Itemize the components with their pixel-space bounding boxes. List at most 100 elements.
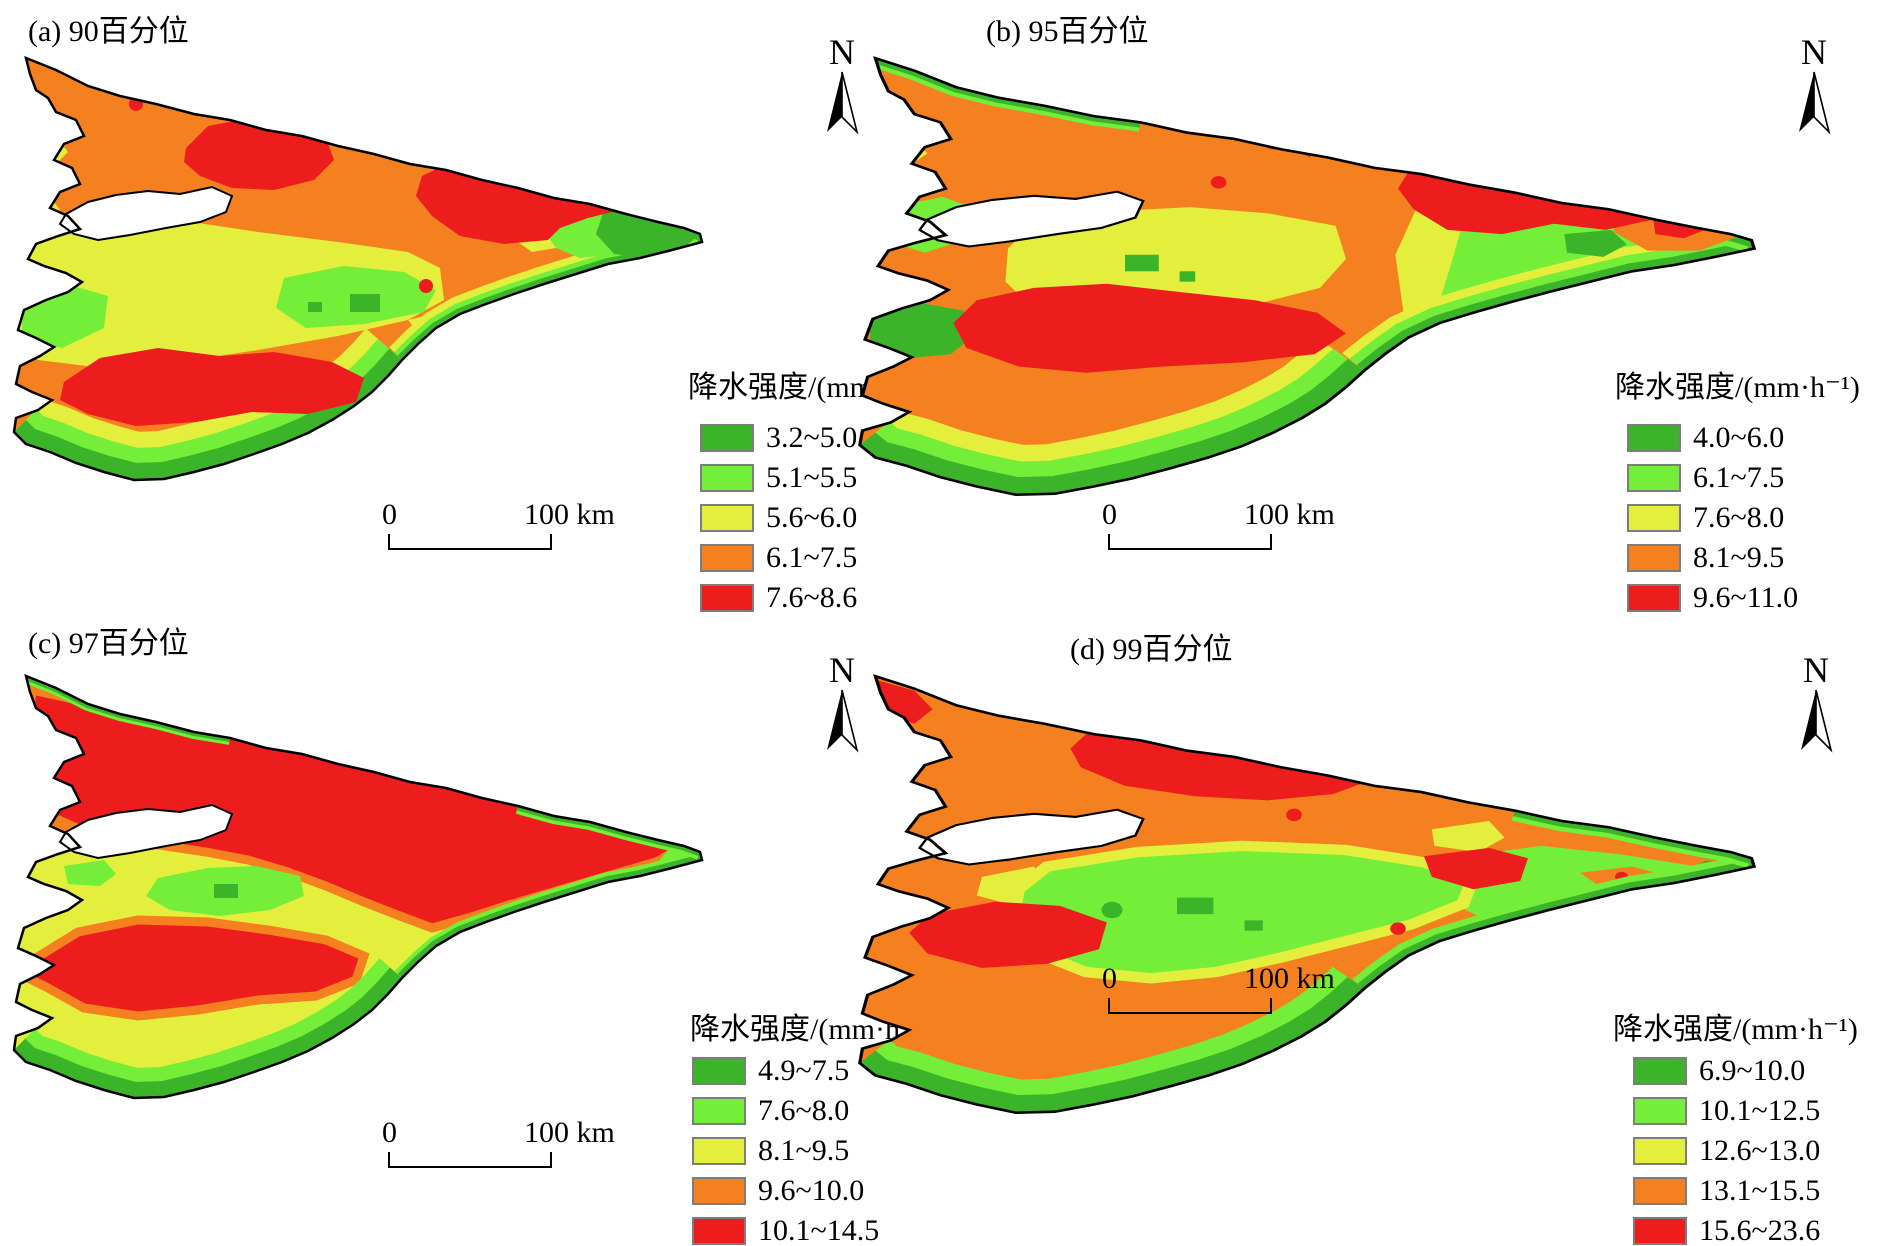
- legend-label: 7.6~8.0: [758, 1094, 850, 1127]
- scale-bracket: [388, 534, 552, 550]
- scale-zero: 0: [382, 1116, 397, 1149]
- legend-swatch: [1627, 424, 1681, 452]
- legend-c: 4.9~7.5 7.6~8.0 8.1~9.5 9.6~10.0 10.1~14…: [692, 1056, 879, 1246]
- basin-map-b: [858, 56, 1757, 497]
- legend-row: 9.6~10.0: [692, 1176, 879, 1206]
- basin-map-a: [12, 55, 704, 482]
- legend-row: 7.6~8.6: [700, 583, 857, 613]
- legend-row: 7.6~8.0: [1627, 503, 1798, 533]
- legend-label: 3.2~5.0: [766, 421, 858, 454]
- legend-row: 5.1~5.5: [700, 463, 857, 493]
- scale-bar: 0 100 km: [1098, 962, 1358, 1022]
- panel-c-title: (c) 97百分位: [28, 627, 189, 660]
- legend-label: 13.1~15.5: [1699, 1174, 1821, 1207]
- legend-row: 8.1~9.5: [692, 1136, 879, 1166]
- legend-row: 8.1~9.5: [1627, 543, 1798, 573]
- legend-row: 10.1~12.5: [1633, 1096, 1820, 1126]
- legend-swatch: [692, 1137, 746, 1165]
- scale-distance: 100 km: [524, 498, 615, 531]
- scale-distance: 100 km: [1244, 498, 1335, 531]
- legend-swatch: [1633, 1097, 1687, 1125]
- legend-label: 6.1~7.5: [766, 541, 858, 574]
- legend-label: 7.6~8.6: [766, 581, 858, 614]
- legend-row: 6.1~7.5: [1627, 463, 1798, 493]
- legend-row: 3.2~5.0: [700, 423, 857, 453]
- legend-swatch: [700, 544, 754, 572]
- svg-text:N: N: [829, 32, 855, 72]
- water-body: [58, 803, 234, 860]
- legend-row: 5.6~6.0: [700, 503, 857, 533]
- legend-swatch: [700, 504, 754, 532]
- legend-swatch: [700, 584, 754, 612]
- legend-swatch: [1627, 464, 1681, 492]
- legend-b: 4.0~6.0 6.1~7.5 7.6~8.0 8.1~9.5 9.6~11.0: [1627, 423, 1798, 613]
- legend-d: 6.9~10.0 10.1~12.5 12.6~13.0 13.1~15.5 1…: [1633, 1056, 1820, 1246]
- legend-label: 5.6~6.0: [766, 501, 858, 534]
- svg-text:N: N: [829, 650, 855, 690]
- svg-text:N: N: [1803, 650, 1829, 690]
- water-body: [58, 185, 234, 242]
- legend-label: 7.6~8.0: [1693, 501, 1785, 534]
- north-arrow-icon: N: [827, 650, 859, 753]
- scale-bar: 0 100 km: [378, 1116, 638, 1176]
- legend-label: 5.1~5.5: [766, 461, 858, 494]
- legend-swatch: [700, 424, 754, 452]
- legend-label: 12.6~13.0: [1699, 1134, 1821, 1167]
- legend-label: 10.1~14.5: [758, 1214, 880, 1246]
- scale-zero: 0: [1102, 498, 1117, 531]
- legend-swatch: [700, 464, 754, 492]
- legend-row: 12.6~13.0: [1633, 1136, 1820, 1166]
- legend-label: 8.1~9.5: [1693, 541, 1785, 574]
- legend-row: 9.6~11.0: [1627, 583, 1798, 613]
- legend-row: 6.9~10.0: [1633, 1056, 1820, 1086]
- legend-swatch: [1633, 1137, 1687, 1165]
- legend-row: 10.1~14.5: [692, 1216, 879, 1246]
- north-arrow-icon: N: [1801, 650, 1833, 753]
- legend-row: 6.1~7.5: [700, 543, 857, 573]
- panel-b-title: (b) 95百分位: [986, 15, 1149, 48]
- legend-swatch: [692, 1217, 746, 1245]
- legend-label: 10.1~12.5: [1699, 1094, 1821, 1127]
- legend-label: 4.9~7.5: [758, 1054, 850, 1087]
- scale-zero: 0: [382, 498, 397, 531]
- legend-label: 6.9~10.0: [1699, 1054, 1806, 1087]
- class5-south: [17, 915, 370, 1021]
- water-body: [917, 190, 1145, 248]
- legend-label: 4.0~6.0: [1693, 421, 1785, 454]
- scale-distance: 100 km: [524, 1116, 615, 1149]
- legend-row: 15.6~23.6: [1633, 1216, 1820, 1246]
- scale-bracket: [388, 1152, 552, 1168]
- legend-swatch: [1633, 1177, 1687, 1205]
- basin-outline: [12, 673, 704, 1100]
- legend-row: 13.1~15.5: [1633, 1176, 1820, 1206]
- scale-bracket: [1108, 998, 1272, 1014]
- scale-zero: 0: [1102, 962, 1117, 995]
- legend-swatch: [1627, 584, 1681, 612]
- basin-map-c: [12, 673, 704, 1100]
- legend-label: 9.6~11.0: [1693, 581, 1799, 614]
- scale-distance: 100 km: [1244, 962, 1335, 995]
- legend-label: 6.1~7.5: [1693, 461, 1785, 494]
- legend-swatch: [692, 1177, 746, 1205]
- legend-row: 7.6~8.0: [692, 1096, 879, 1126]
- scale-bracket: [1108, 534, 1272, 550]
- legend-swatch: [692, 1097, 746, 1125]
- water-body: [917, 808, 1145, 866]
- basin-outline: [12, 55, 704, 482]
- svg-text:N: N: [1801, 32, 1827, 72]
- scale-bar: 0 100 km: [1098, 498, 1358, 558]
- legend-title: 降水强度/(mm·h⁻¹): [1613, 1013, 1858, 1046]
- basin-outline: [858, 56, 1757, 497]
- legend-label: 8.1~9.5: [758, 1134, 850, 1167]
- legend-swatch: [1633, 1057, 1687, 1085]
- legend-label: 9.6~10.0: [758, 1174, 865, 1207]
- basin-map-d: [858, 674, 1757, 1115]
- scale-bar: 0 100 km: [378, 498, 638, 558]
- north-arrow-icon: N: [1799, 32, 1831, 135]
- legend-swatch: [1627, 504, 1681, 532]
- panel-d-title: (d) 99百分位: [1070, 633, 1233, 666]
- legend-row: 4.9~7.5: [692, 1056, 879, 1086]
- legend-a: 3.2~5.0 5.1~5.5 5.6~6.0 6.1~7.5 7.6~8.6: [700, 423, 857, 613]
- legend-title: 降水强度/(mm·h⁻¹): [1615, 371, 1860, 404]
